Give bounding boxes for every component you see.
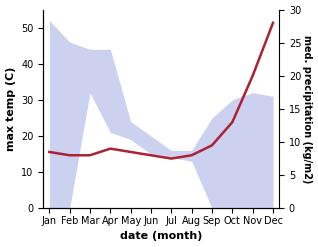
Y-axis label: max temp (C): max temp (C) — [5, 67, 16, 151]
Y-axis label: med. precipitation (kg/m2): med. precipitation (kg/m2) — [302, 35, 313, 183]
X-axis label: date (month): date (month) — [120, 231, 202, 242]
